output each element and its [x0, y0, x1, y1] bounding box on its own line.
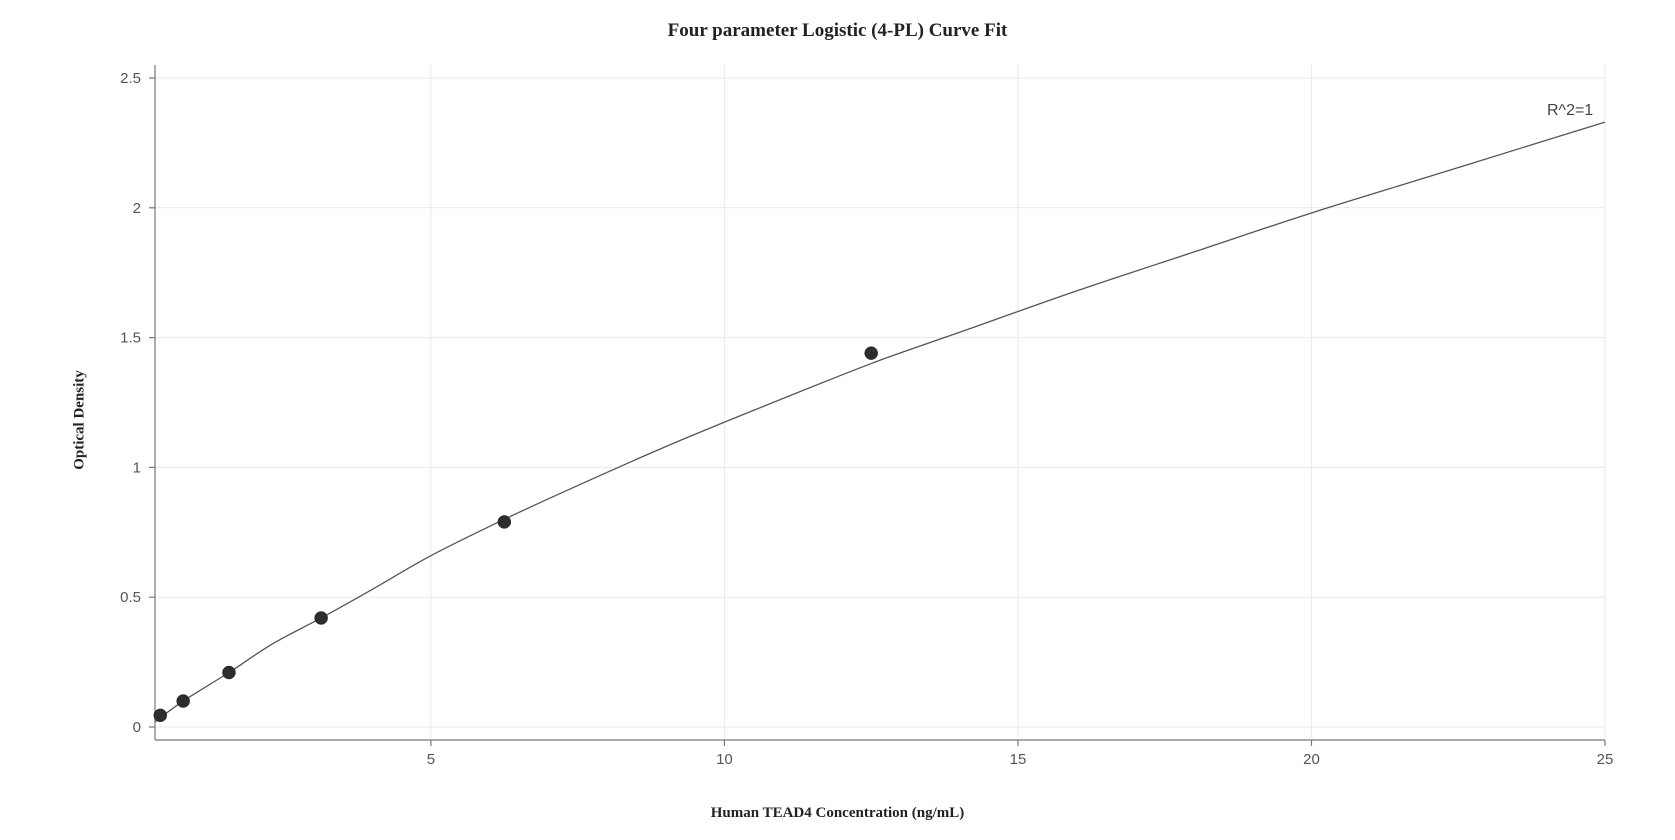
data-point [154, 709, 167, 722]
y-tick-label: 1 [133, 459, 141, 476]
x-tick-label: 10 [716, 751, 733, 768]
chart-svg: 5 10 15 20 25 0 0.5 1 1.5 2 2.5 [0, 0, 1675, 840]
data-point [222, 666, 235, 679]
data-point [315, 611, 328, 624]
fit-curve [155, 122, 1605, 722]
data-point [498, 515, 511, 528]
y-tick-label: 2.5 [120, 70, 141, 87]
y-tick-label: 2 [133, 200, 141, 217]
data-point [865, 347, 878, 360]
y-tick-label: 1.5 [120, 330, 141, 347]
y-tick-label: 0.5 [120, 589, 141, 606]
x-tick-label: 20 [1303, 751, 1320, 768]
x-tick-label: 5 [427, 751, 435, 768]
x-tick-label: 15 [1010, 751, 1027, 768]
data-point [177, 695, 190, 708]
x-tick-label: 25 [1597, 751, 1614, 768]
y-tick-label: 0 [133, 719, 141, 736]
chart-container: Four parameter Logistic (4-PL) Curve Fit… [0, 0, 1675, 840]
